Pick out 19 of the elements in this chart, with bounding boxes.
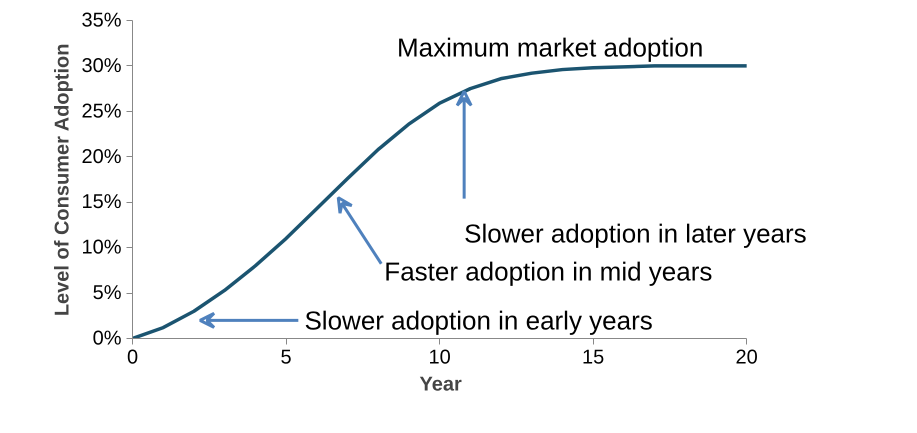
y-tick-label: 5%	[92, 282, 122, 304]
x-axis-title: Year	[420, 374, 462, 396]
y-axis-title: Level of Consumer Adoption	[51, 44, 74, 316]
x-tick-label: 5	[280, 346, 292, 368]
y-tick-label: 30%	[81, 54, 122, 77]
x-tick-label: 15	[582, 346, 604, 368]
annotation: Slower adoption in early years	[304, 305, 653, 336]
y-tick-label: 10%	[81, 236, 122, 259]
y-tick-label: 0%	[92, 328, 122, 350]
y-tick-label: 20%	[81, 146, 122, 168]
annotation: Faster adoption in mid years	[384, 256, 712, 287]
y-tick-label: 15%	[81, 191, 122, 214]
annotation: Slower adoption in later years	[464, 218, 807, 249]
x-tick-label: 20	[736, 346, 758, 368]
y-tick-label: 35%	[81, 10, 122, 32]
x-tick-label: 0	[126, 346, 138, 368]
y-tick-label: 25%	[81, 100, 122, 122]
x-tick-label: 10	[428, 346, 451, 368]
annotation: Maximum market adoption	[396, 32, 704, 63]
